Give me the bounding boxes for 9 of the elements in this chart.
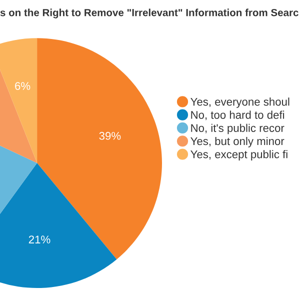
legend-label: No, it's public recor bbox=[191, 124, 284, 134]
legend-label: Yes, everyone shoul bbox=[190, 98, 290, 108]
data-label: 21% bbox=[28, 236, 50, 244]
chart-title: s on the Right to Remove "Irrelevant" Information from Searc bbox=[0, 8, 298, 18]
legend-label: Yes, but only minor bbox=[190, 136, 284, 148]
legend-label: Yes, except public fi bbox=[190, 150, 288, 160]
legend-label: No, too hard to defi bbox=[191, 110, 284, 120]
data-label: 6% bbox=[15, 82, 30, 90]
data-label: 39% bbox=[99, 132, 121, 140]
